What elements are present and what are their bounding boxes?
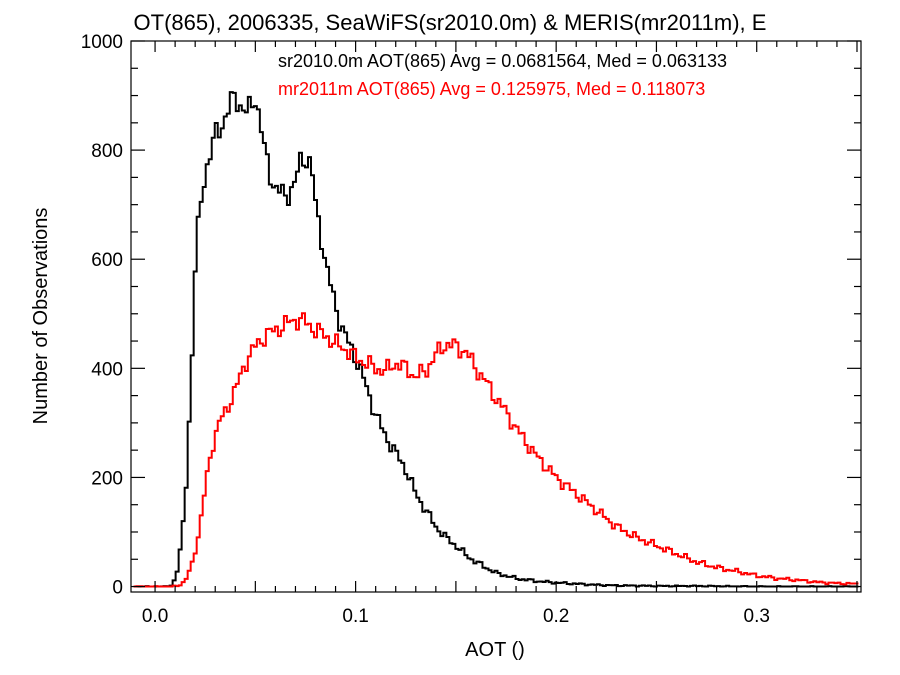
y-tick-label: 0 — [112, 578, 123, 599]
plot-frame — [130, 40, 862, 593]
y-tick-label: 1000 — [81, 32, 123, 53]
chart-title: OT(865), 2006335, SeaWiFS(sr2010.0m) & M… — [134, 10, 767, 35]
y-tick-label: 200 — [91, 468, 123, 489]
y-tick-label: 400 — [91, 359, 123, 380]
histogram-series-2 — [133, 312, 859, 588]
y-axis-label: Number of Observations — [30, 208, 52, 425]
plot-area: 0.0 0.1 0.2 0.3 0 200 400 600 800 1000 — [81, 32, 862, 627]
y-tick-label: 600 — [91, 250, 123, 271]
y-tick-label: 800 — [91, 141, 123, 162]
histogram-series-1 — [133, 91, 859, 588]
x-tick-label: 0.0 — [142, 606, 168, 627]
x-axis-label: AOT () — [465, 639, 525, 661]
x-tick-label: 0.3 — [744, 606, 770, 627]
legend-entry-sr2010: sr2010.0m AOT(865) Avg = 0.0681564, Med … — [278, 51, 727, 71]
x-tick-label: 0.2 — [543, 606, 569, 627]
x-tick-label: 0.1 — [342, 606, 368, 627]
legend-entry-mr2011m: mr2011m AOT(865) Avg = 0.125975, Med = 0… — [278, 79, 705, 99]
